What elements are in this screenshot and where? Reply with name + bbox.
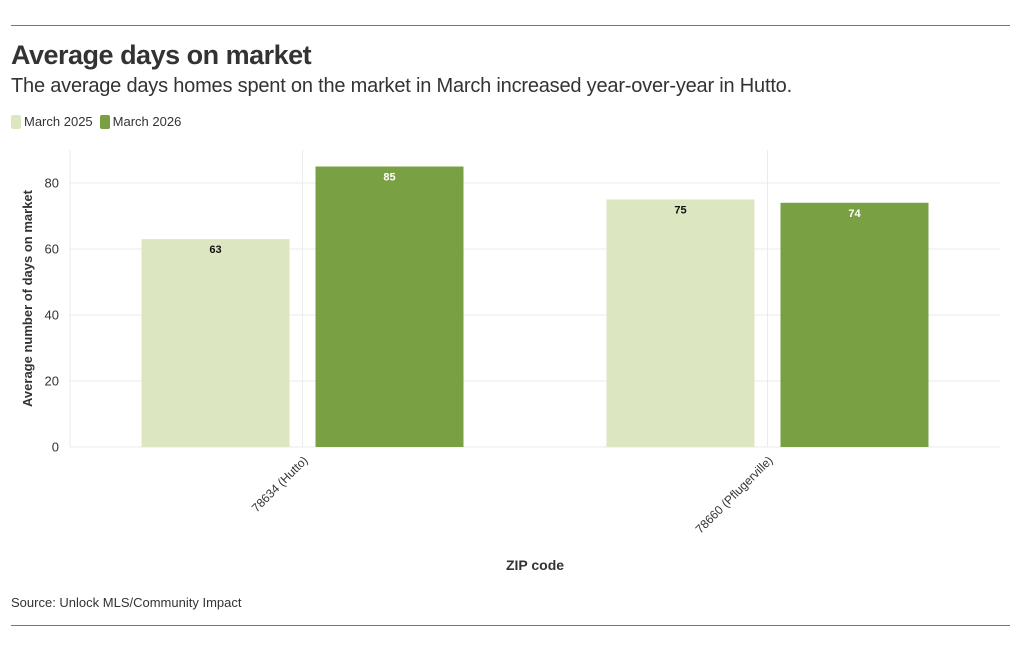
legend-label-march-2026: March 2026: [112, 114, 182, 129]
bar-march-2025-78660-pflugerville: [606, 199, 755, 447]
y-tick-label-20: 20: [45, 374, 59, 389]
bottom-rule: [11, 625, 1010, 626]
legend: March 2025 March 2026: [11, 114, 188, 129]
legend-swatch-march-2026: [99, 114, 110, 129]
legend-label-march-2025: March 2025: [24, 114, 93, 129]
legend-swatch-march-2025: [11, 114, 21, 129]
x-tick-label-78660-pflugerville: 78660 (Pflugerville): [693, 453, 776, 536]
legend-item-march-2025[interactable]: March 2025: [11, 114, 93, 129]
y-axis-title: Average number of days on market: [20, 189, 35, 407]
data-label-march-2025-78634-hutto: 63: [209, 244, 221, 256]
data-label-march-2026-78634-hutto: 85: [383, 172, 395, 184]
y-tick-label-80: 80: [45, 176, 59, 191]
legend-item-march-2026[interactable]: March 2026: [99, 114, 182, 129]
bar-march-2026-78660-pflugerville: [780, 202, 929, 447]
x-axis-title: ZIP code: [506, 557, 564, 573]
bar-march-2025-78634-hutto: [141, 239, 290, 447]
x-tick-label-78634-hutto: 78634 (Hutto): [249, 453, 311, 515]
bar-march-2026-78634-hutto: [315, 166, 464, 447]
chart-subtitle: The average days homes spent on the mark…: [11, 75, 792, 97]
bar-layer: [141, 166, 929, 447]
top-rule: [11, 25, 1010, 26]
label-layer: 63 85 75 74: [209, 172, 861, 257]
source-note: Source: Unlock MLS/Community Impact: [11, 595, 242, 610]
data-label-march-2025-78660-pflugerville: 75: [674, 205, 686, 217]
y-tick-label-0: 0: [52, 440, 59, 455]
y-tick-label-40: 40: [45, 308, 59, 323]
chart-title: Average days on market: [11, 40, 312, 70]
y-tick-label-60: 60: [45, 242, 59, 257]
data-label-march-2026-78660-pflugerville: 74: [848, 208, 861, 220]
